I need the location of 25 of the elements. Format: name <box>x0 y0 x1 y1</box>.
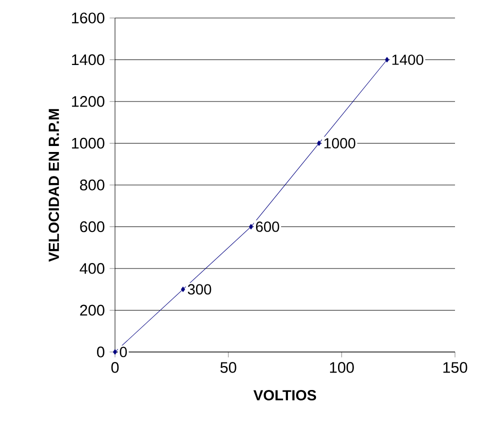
point <box>180 286 186 292</box>
x-tick-label: 0 <box>111 362 119 373</box>
x-tick-label: 100 <box>330 362 354 373</box>
point <box>384 57 390 62</box>
data-label: 1400 <box>392 54 424 65</box>
data-label: 1000 <box>324 138 356 148</box>
x-tick-label: 150 <box>443 362 468 373</box>
x-tick-label: 50 <box>220 362 236 373</box>
y-tick-label: 800 <box>80 180 104 190</box>
y-tick-label: 1000 <box>72 138 104 149</box>
y-tick-label: 0 <box>97 346 104 358</box>
x-axis-title: VOLTIOS <box>253 390 316 400</box>
point <box>316 140 322 146</box>
y-tick-label: 1600 <box>72 12 104 24</box>
data-label: 0 <box>120 346 127 358</box>
y-tick-label: 400 <box>80 263 104 274</box>
point <box>248 224 254 230</box>
y-tick-label: 1200 <box>72 96 104 107</box>
y-axis-title: VELOCIDAD EN R.P.M <box>48 109 60 262</box>
data-label: 300 <box>188 284 212 295</box>
data-label: 600 <box>256 222 280 232</box>
y-tick-label: 600 <box>80 221 104 232</box>
y-tick-label: 200 <box>80 304 104 316</box>
point <box>112 349 118 355</box>
y-tick-label: 1400 <box>72 54 104 66</box>
